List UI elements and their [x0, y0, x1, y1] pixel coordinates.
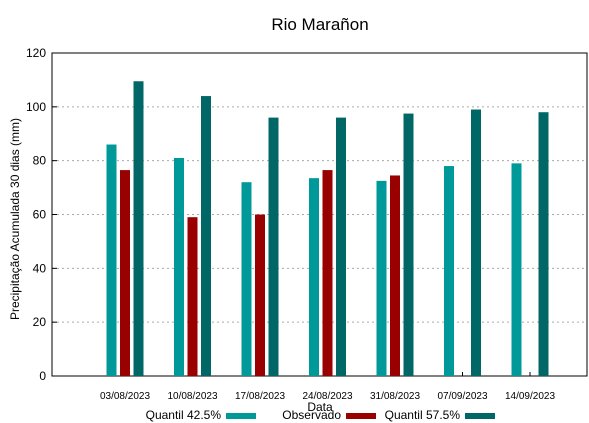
legend-swatch — [465, 413, 495, 419]
bar — [538, 112, 549, 376]
x-tick-label: 07/09/2023 — [437, 391, 487, 402]
bar — [390, 175, 400, 376]
bar — [133, 81, 144, 376]
bar — [322, 170, 333, 376]
y-tick-label: 40 — [33, 261, 47, 275]
bar — [174, 157, 184, 376]
x-tick-label: 14/09/2023 — [505, 391, 555, 402]
y-tick-label: 80 — [33, 154, 47, 168]
bar — [120, 170, 130, 376]
legend: Quantil 42.5% Observado Quantil 57.5% — [146, 408, 495, 422]
x-tick-label: 24/08/2023 — [302, 391, 352, 402]
bar — [444, 166, 454, 376]
y-tick-label: 20 — [33, 315, 47, 329]
legend-label: Quantil 57.5% — [385, 408, 461, 422]
x-tick-label: 03/08/2023 — [100, 391, 150, 402]
gridlines — [52, 106, 587, 323]
y-tick-label: 120 — [26, 46, 46, 60]
bar — [336, 117, 346, 376]
bar — [268, 117, 279, 376]
legend-swatch — [226, 413, 256, 419]
legend-swatch — [346, 413, 376, 419]
bar — [241, 182, 252, 376]
bar — [187, 217, 198, 376]
bar — [106, 144, 117, 376]
x-tick-label: 10/08/2023 — [167, 391, 217, 402]
y-axis-label: Precipitação Acumulada 30 dias (mm) — [8, 118, 22, 320]
x-axis-label: Data — [307, 400, 333, 414]
bar — [471, 109, 481, 377]
y-tick-label: 100 — [26, 100, 46, 114]
y-tick-label: 0 — [39, 369, 46, 383]
chart-title: Rio Marañon — [271, 15, 368, 34]
y-axis: 0 20 40 60 80 100 120 — [26, 46, 57, 383]
x-tick-label: 17/08/2023 — [235, 391, 285, 402]
x-tick-label: 31/08/2023 — [370, 391, 420, 402]
bar — [201, 96, 211, 377]
y-tick-label: 60 — [33, 208, 47, 222]
bar — [255, 214, 265, 376]
bar — [403, 113, 414, 376]
legend-label: Quantil 42.5% — [146, 408, 222, 422]
bars — [106, 81, 549, 377]
legend-label: Observado — [282, 408, 341, 422]
bar — [309, 178, 319, 376]
bar — [376, 180, 387, 376]
bar — [511, 163, 522, 376]
